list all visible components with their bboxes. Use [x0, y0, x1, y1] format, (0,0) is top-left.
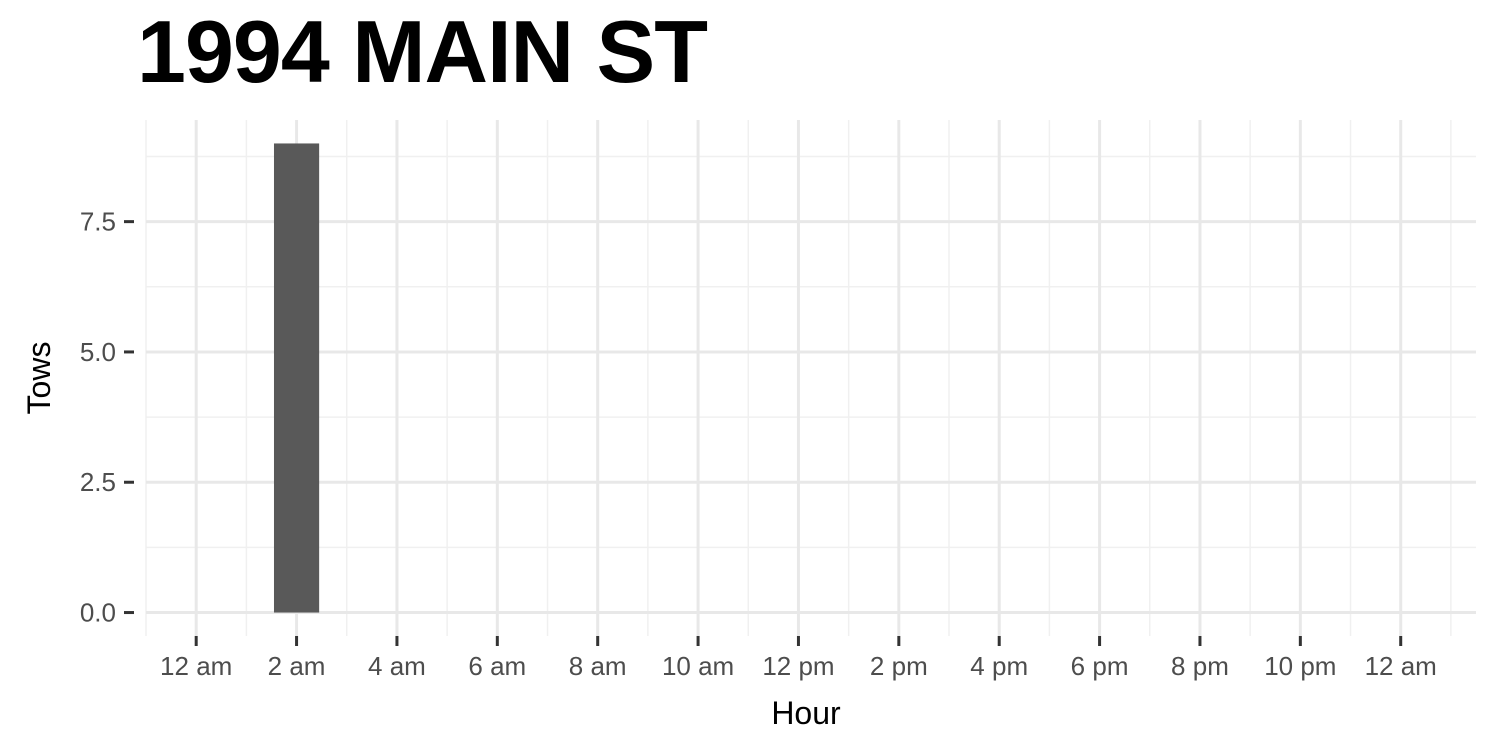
grid-major [146, 120, 1476, 636]
y-tick-label: 0.0 [80, 598, 116, 628]
x-tick-label: 10 am [662, 651, 734, 681]
x-tick-label: 2 am [268, 651, 326, 681]
x-tick-label: 6 am [468, 651, 526, 681]
bar [273, 143, 320, 613]
grid-minor [145, 120, 1476, 636]
x-axis-title: Hour [771, 695, 841, 731]
x-axis: 12 am 2 am 4 am 6 am 8 am 10 am 12 pm 2 pm 4 pm 6… [160, 636, 1437, 681]
y-tick-label: 2.5 [80, 467, 116, 497]
bars [273, 143, 320, 613]
y-tick-label: 7.5 [80, 207, 116, 237]
y-axis: 0.0 2.5 5.0 7.5 [80, 207, 134, 628]
y-tick-label: 5.0 [80, 337, 116, 367]
x-tick-label: 12 am [1365, 651, 1437, 681]
y-axis-title: Tows [21, 342, 57, 415]
x-tick-label: 12 am [160, 651, 232, 681]
x-tick-label: 12 pm [762, 651, 834, 681]
x-tick-label: 4 am [368, 651, 426, 681]
chart-title: 1994 MAIN ST [137, 2, 708, 101]
x-tick-label: 4 pm [970, 651, 1028, 681]
x-tick-label: 6 pm [1071, 651, 1129, 681]
x-tick-label: 10 pm [1264, 651, 1336, 681]
x-tick-label: 2 pm [870, 651, 928, 681]
x-tick-label: 8 pm [1171, 651, 1229, 681]
x-tick-label: 8 am [569, 651, 627, 681]
